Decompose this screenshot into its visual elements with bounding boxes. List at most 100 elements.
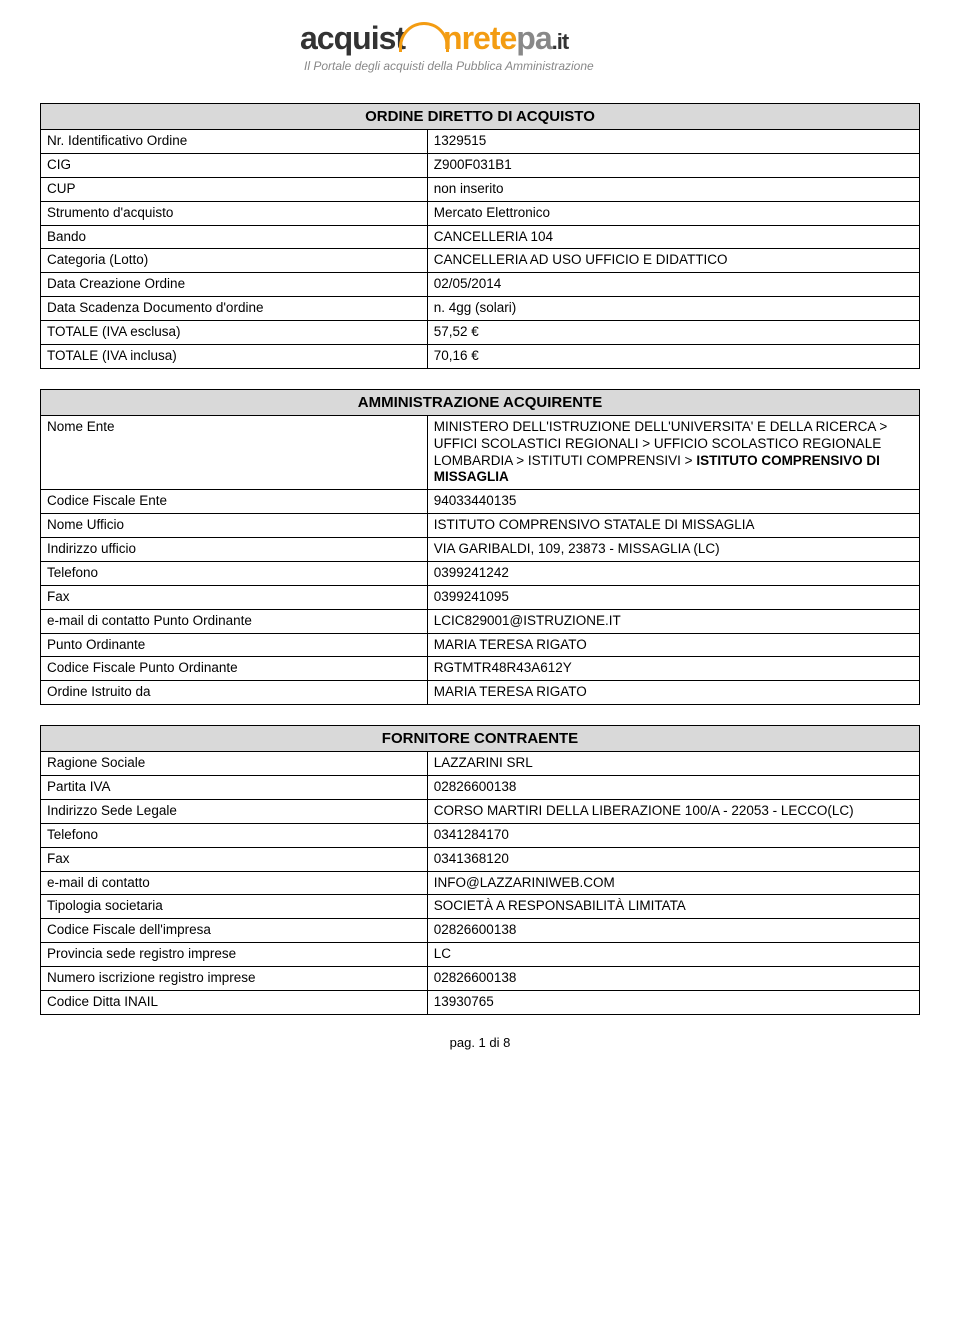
table-row: Strumento d'acquistoMercato Elettronico [41,201,920,225]
cell-key: Codice Ditta INAIL [41,990,428,1014]
cell-key: Nr. Identificativo Ordine [41,130,428,154]
table-row: Numero iscrizione registro imprese028266… [41,967,920,991]
admin-table: AMMINISTRAZIONE ACQUIRENTE Nome Ente MIN… [40,389,920,705]
table-row: Punto OrdinanteMARIA TERESA RIGATO [41,633,920,657]
cell-key: Fax [41,847,428,871]
cell-val: Mercato Elettronico [427,201,919,225]
cell-val: non inserito [427,177,919,201]
site-logo: acquist nretepa.it Il Portale degli acqui… [300,20,920,73]
cell-key: Ordine Istruito da [41,681,428,705]
cell-key: Punto Ordinante [41,633,428,657]
cell-key: Codice Fiscale Ente [41,490,428,514]
cell-key: Nome Ente [41,415,428,490]
table-row: Indirizzo Sede LegaleCORSO MARTIRI DELLA… [41,799,920,823]
cell-val: 57,52 € [427,321,919,345]
cell-key: Data Creazione Ordine [41,273,428,297]
cell-key: Fax [41,585,428,609]
table-row: Partita IVA02826600138 [41,776,920,800]
cell-val: MINISTERO DELL'ISTRUZIONE DELL'UNIVERSIT… [427,415,919,490]
logo-suffix: .it [552,29,569,54]
cell-key: Partita IVA [41,776,428,800]
admin-header: AMMINISTRAZIONE ACQUIRENTE [41,389,920,415]
logo-part3: pa [516,20,551,56]
cell-val: CORSO MARTIRI DELLA LIBERAZIONE 100/A - … [427,799,919,823]
cell-val: 70,16 € [427,344,919,368]
logo-part1: acquist [300,20,405,56]
table-row: Tipologia societariaSOCIETÀ A RESPONSABI… [41,895,920,919]
cell-val: 13930765 [427,990,919,1014]
cell-val: LC [427,943,919,967]
table-row: Categoria (Lotto)CANCELLERIA AD USO UFFI… [41,249,920,273]
table-row: TOTALE (IVA esclusa)57,52 € [41,321,920,345]
cell-key: e-mail di contatto Punto Ordinante [41,609,428,633]
cell-val: MARIA TERESA RIGATO [427,633,919,657]
cell-val: 02826600138 [427,967,919,991]
supplier-table: FORNITORE CONTRAENTE Ragione SocialeLAZZ… [40,725,920,1015]
cell-val: Z900F031B1 [427,153,919,177]
cell-val: VIA GARIBALDI, 109, 23873 - MISSAGLIA (L… [427,538,919,562]
cell-key: Tipologia societaria [41,895,428,919]
cell-key: CUP [41,177,428,201]
cell-val: 0399241095 [427,585,919,609]
logo-text: acquist nretepa.it [300,20,920,57]
cell-val: LCIC829001@ISTRUZIONE.IT [427,609,919,633]
table-row: Nr. Identificativo Ordine1329515 [41,130,920,154]
cell-val: n. 4gg (solari) [427,297,919,321]
table-row: Codice Ditta INAIL13930765 [41,990,920,1014]
table-row: Indirizzo ufficioVIA GARIBALDI, 109, 238… [41,538,920,562]
cell-key: Categoria (Lotto) [41,249,428,273]
cell-key: Nome Ufficio [41,514,428,538]
table-row: e-mail di contatto Punto OrdinanteLCIC82… [41,609,920,633]
table-row: Codice Fiscale Ente94033440135 [41,490,920,514]
supplier-rows: Ragione SocialeLAZZARINI SRLPartita IVA0… [41,752,920,1015]
logo-arc-icon [399,22,449,52]
admin-rows: Codice Fiscale Ente94033440135Nome Uffic… [41,490,920,705]
cell-key: Indirizzo Sede Legale [41,799,428,823]
cell-key: TOTALE (IVA esclusa) [41,321,428,345]
supplier-header: FORNITORE CONTRAENTE [41,726,920,752]
cell-val: RGTMTR48R43A612Y [427,657,919,681]
table-row: Codice Fiscale dell'impresa02826600138 [41,919,920,943]
table-row: Data Creazione Ordine02/05/2014 [41,273,920,297]
cell-key: CIG [41,153,428,177]
table-row: Codice Fiscale Punto OrdinanteRGTMTR48R4… [41,657,920,681]
cell-key: Provincia sede registro imprese [41,943,428,967]
table-row: Telefono0399241242 [41,561,920,585]
order-rows: Nr. Identificativo Ordine1329515CIGZ900F… [41,130,920,369]
cell-val: INFO@LAZZARINIWEB.COM [427,871,919,895]
cell-val: 1329515 [427,130,919,154]
cell-val: 0399241242 [427,561,919,585]
cell-val: CANCELLERIA 104 [427,225,919,249]
table-row: Provincia sede registro impreseLC [41,943,920,967]
table-row: Data Scadenza Documento d'ordinen. 4gg (… [41,297,920,321]
cell-key: Indirizzo ufficio [41,538,428,562]
cell-val: 02/05/2014 [427,273,919,297]
cell-key: Strumento d'acquisto [41,201,428,225]
table-row: Nome UfficioISTITUTO COMPRENSIVO STATALE… [41,514,920,538]
table-row: e-mail di contattoINFO@LAZZARINIWEB.COM [41,871,920,895]
logo-subtitle: Il Portale degli acquisti della Pubblica… [304,59,920,73]
cell-key: Telefono [41,823,428,847]
table-row: CUPnon inserito [41,177,920,201]
cell-key: Codice Fiscale Punto Ordinante [41,657,428,681]
cell-key: TOTALE (IVA inclusa) [41,344,428,368]
cell-val: CANCELLERIA AD USO UFFICIO E DIDATTICO [427,249,919,273]
cell-val: 02826600138 [427,919,919,943]
cell-val: 94033440135 [427,490,919,514]
logo-part2: nrete [443,20,516,56]
table-row: Nome Ente MINISTERO DELL'ISTRUZIONE DELL… [41,415,920,490]
cell-key: Numero iscrizione registro imprese [41,967,428,991]
table-row: Ordine Istruito daMARIA TERESA RIGATO [41,681,920,705]
page-footer: pag. 1 di 8 [40,1035,920,1050]
cell-val: ISTITUTO COMPRENSIVO STATALE DI MISSAGLI… [427,514,919,538]
table-row: Telefono0341284170 [41,823,920,847]
cell-val: LAZZARINI SRL [427,752,919,776]
cell-key: e-mail di contatto [41,871,428,895]
cell-val: 0341368120 [427,847,919,871]
table-row: Ragione SocialeLAZZARINI SRL [41,752,920,776]
table-row: Fax0399241095 [41,585,920,609]
table-row: TOTALE (IVA inclusa)70,16 € [41,344,920,368]
order-table: ORDINE DIRETTO DI ACQUISTO Nr. Identific… [40,103,920,369]
cell-val: 02826600138 [427,776,919,800]
cell-key: Ragione Sociale [41,752,428,776]
